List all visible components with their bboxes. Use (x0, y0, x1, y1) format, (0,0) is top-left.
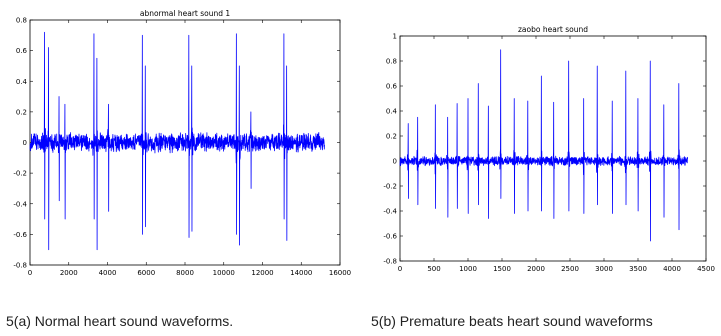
y-tick-label-a: 0.2 (16, 108, 27, 116)
x-tick-label-b: 500 (427, 265, 440, 273)
x-tick-label-b: 1500 (493, 265, 511, 273)
y-tick-label-b: 0.6 (386, 83, 398, 91)
y-tick-label-b: -0.6 (383, 233, 397, 241)
y-tick-label-a: 0.8 (16, 17, 27, 25)
axes-frame-b (399, 35, 707, 262)
x-tick-label-b: 4000 (663, 265, 681, 273)
waveform-line-a (29, 31, 325, 251)
x-tick-label-b: 3000 (595, 265, 613, 273)
y-tick-label-a: 0 (23, 139, 27, 147)
x-tick-label-a: 10000 (213, 269, 235, 277)
caption-figure-5a: 5(a) Normal heart sound waveforms. (6, 313, 234, 329)
y-tick-label-a: -0.6 (13, 231, 27, 239)
y-tick-label-b: 0.2 (386, 133, 397, 141)
y-tick-label-b: -0.4 (383, 208, 397, 216)
x-tick-label-b: 1000 (459, 265, 477, 273)
x-tick-label-a: 12000 (251, 269, 273, 277)
x-tick-label-b: 2000 (527, 265, 545, 273)
x-tick-label-a: 14000 (290, 269, 312, 277)
chart-abnormal-heart-sound: abnormal heart sound 1 0 2000 4000 6000 8000 1… (13, 9, 351, 277)
x-tick-label-b: 3500 (629, 265, 647, 273)
chart-zaobo-heart-sound: zaobo heart sound 0 500 1000 1500 2000 2500 300… (383, 25, 715, 273)
x-tick-label-b: 4500 (697, 265, 715, 273)
y-tick-label-a: 0.6 (16, 47, 28, 55)
y-tick-label-a: -0.8 (13, 262, 27, 270)
chart-title-b: zaobo heart sound (518, 25, 588, 34)
x-tick-label-a: 16000 (329, 269, 351, 277)
x-tick-label-a: 4000 (99, 269, 117, 277)
y-tick-label-b: -0.2 (383, 183, 397, 191)
y-tick-label-a: 0.4 (16, 78, 28, 86)
y-tick-label-b: 0 (393, 158, 397, 166)
x-tick-label-a: 6000 (137, 269, 155, 277)
y-tick-label-b: -0.8 (383, 258, 397, 266)
x-tick-label-b: 2500 (561, 265, 579, 273)
x-tick-label-a: 2000 (60, 269, 78, 277)
y-tick-label-b: 1 (393, 33, 397, 41)
y-tick-label-a: -0.4 (13, 200, 27, 208)
y-tick-label-b: 0.8 (386, 58, 397, 66)
waveform-line-b (399, 49, 689, 242)
x-tick-label-a: 0 (28, 269, 32, 277)
y-tick-label-b: 0.4 (386, 108, 398, 116)
x-tick-label-b: 0 (398, 265, 402, 273)
y-tick-label-a: -0.2 (13, 170, 27, 178)
chart-title-a: abnormal heart sound 1 (140, 9, 231, 18)
x-tick-label-a: 8000 (176, 269, 194, 277)
caption-figure-5b: 5(b) Premature beats heart sound wavefor… (371, 313, 653, 329)
